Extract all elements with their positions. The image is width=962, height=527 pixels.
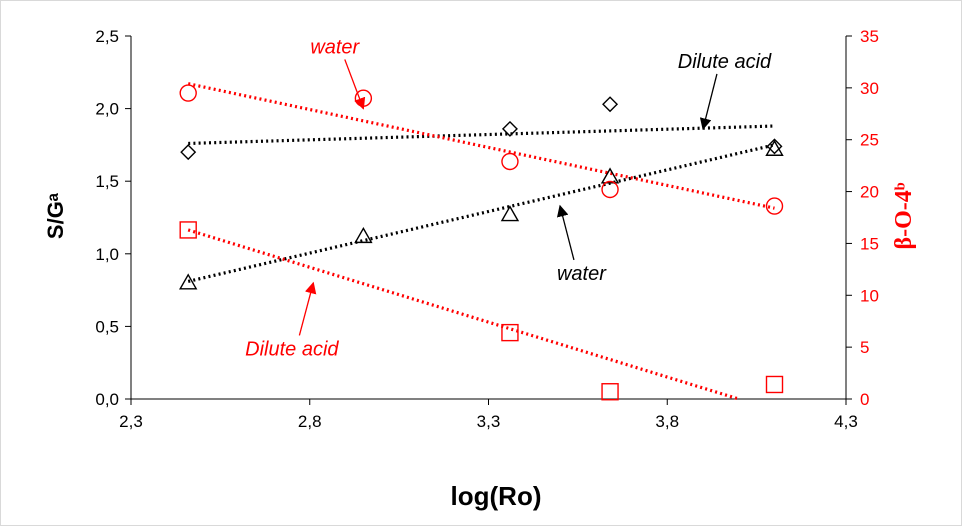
circle-trendline (187, 82, 775, 210)
circle-point (601, 180, 619, 199)
triangle-point (600, 167, 620, 184)
x-tick-label: 2,3 (119, 412, 143, 431)
triangle-point (354, 226, 373, 244)
triangle-trendline (187, 143, 775, 283)
x-tick-label: 3,3 (477, 412, 501, 431)
x-tick-label: 3,8 (655, 412, 679, 431)
triangle-point (500, 205, 520, 222)
annotation-label: water (557, 263, 607, 285)
diamond-point (180, 144, 197, 161)
diamond-point (602, 96, 619, 113)
y2-tick-label: 30 (860, 79, 879, 98)
trendlines-layer (187, 82, 775, 401)
square-point (765, 375, 784, 394)
annotation-arrow (556, 204, 575, 261)
y2-tick-label: 20 (860, 183, 879, 202)
y-tick-label: 2,5 (95, 27, 119, 46)
axes-layer: 2,3 2,8 3,3 3,8 4,3 0,0 0,5 1,0 1,5 2,0 2,5 0 5 10 15 2… (95, 27, 879, 431)
y2-tick-label: 5 (860, 338, 869, 357)
x-axis-label: log(Ro) (451, 481, 542, 511)
triangle-point (178, 273, 198, 290)
triangle-point (765, 139, 784, 156)
annotation-label: water (310, 36, 360, 58)
circle-point (765, 197, 784, 215)
y2-tick-label: 15 (860, 234, 879, 253)
y2-tick-label: 0 (860, 390, 869, 409)
x-tick-label: 2,8 (298, 412, 322, 431)
y-tick-label: 1,5 (95, 172, 119, 191)
x-tick-label: 4,3 (834, 412, 858, 431)
y2-tick-label: 25 (860, 131, 879, 150)
annotation-arrow (344, 59, 366, 110)
annotation-arrow (298, 281, 317, 336)
y2-tick-label: 35 (860, 27, 879, 46)
diamond-point (501, 120, 518, 137)
square-point (601, 383, 619, 401)
annotation-label: Dilute acid (245, 338, 339, 360)
annotations-layer: water Dilute acid water Dilute acid (245, 36, 772, 360)
y2-axis-label: β-O-4ᵇ (891, 182, 917, 249)
diamond-point (766, 138, 783, 155)
y-tick-label: 0,5 (95, 317, 119, 336)
y2-tick-label: 10 (860, 286, 879, 305)
square-trendline (187, 228, 740, 401)
square-point (179, 221, 197, 239)
y-tick-label: 2,0 (95, 100, 119, 119)
annotation-arrow (699, 73, 718, 131)
y-tick-label: 1,0 (95, 245, 119, 264)
y-tick-label: 0,0 (95, 390, 119, 409)
diamond-trendline (188, 124, 775, 146)
circle-point (501, 152, 519, 171)
y-axis-label: S/Gᵃ (43, 192, 68, 239)
square-point (501, 323, 519, 342)
markers-layer (178, 84, 784, 401)
circle-point (179, 84, 197, 102)
annotation-label: Dilute acid (678, 51, 772, 73)
